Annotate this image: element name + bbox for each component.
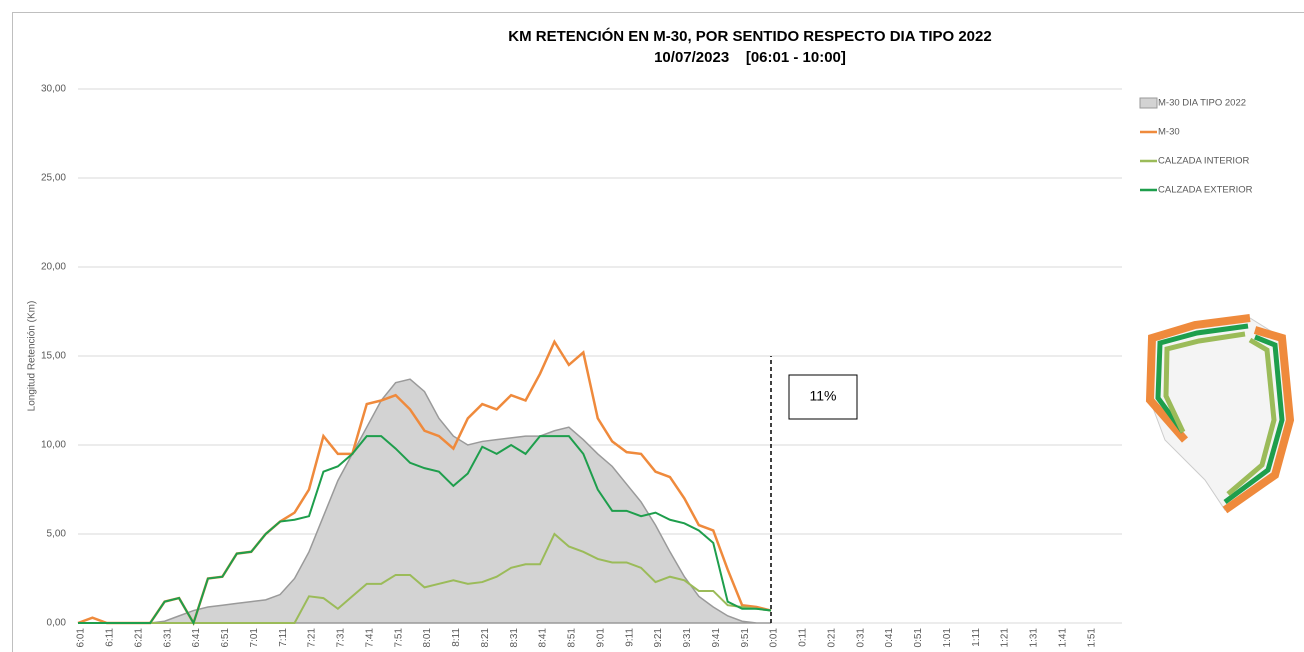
line — [78, 435, 772, 626]
x-tick-label: 1:41 — [1057, 628, 1068, 648]
x-tick-label: 0:01 — [769, 628, 780, 648]
x-tick-label: 9:51 — [740, 628, 751, 648]
x-tick-label: 6:31 — [162, 628, 173, 648]
x-tick-label: 7:11 — [278, 628, 289, 647]
x-tick-label: 6:11 — [105, 628, 116, 647]
legend-label: M-30 DIA TIPO 2022 — [1158, 98, 1246, 109]
annotation: 11% — [810, 388, 837, 404]
x-tick-label: 8:21 — [480, 628, 491, 648]
x-tick-label: 0:31 — [855, 628, 866, 648]
x-tick-label: 0:51 — [913, 628, 924, 648]
x-tick-label: 6:51 — [220, 628, 231, 648]
x-tick-label: 9:21 — [653, 628, 664, 648]
x-tick-label: 8:31 — [509, 628, 520, 648]
x-tick-label: 8:51 — [567, 628, 578, 648]
x-tick-label: 7:41 — [364, 628, 375, 648]
x-tick-label: 9:01 — [595, 628, 606, 648]
x-tick-label: 1:11 — [971, 628, 982, 647]
legend-label: M-30 — [1158, 127, 1180, 138]
chart-title: KM RETENCIÓN EN M-30, POR SENTIDO RESPEC… — [508, 27, 991, 45]
legend-label: CALZADA EXTERIOR — [1158, 185, 1253, 196]
y-tick-label: 30,00 — [41, 84, 66, 95]
x-tick-label: 8:41 — [538, 628, 549, 648]
x-tick-label: 9:41 — [711, 628, 722, 648]
legend-swatch — [1139, 97, 1158, 109]
x-tick-label: 7:21 — [307, 628, 318, 648]
x-tick-label: 1:01 — [942, 628, 953, 648]
y-tick-label: 10,00 — [41, 440, 66, 451]
x-tick-label: 7:01 — [249, 628, 260, 648]
y-axis-label: Longitud Retención (Km) — [27, 301, 38, 412]
y-tick-label: 25,00 — [41, 173, 66, 184]
x-tick-label: 7:51 — [393, 628, 404, 648]
y-tick-label: 5,00 — [47, 529, 67, 540]
y-tick-label: 20,00 — [41, 262, 66, 273]
x-tick-label: 9:11 — [624, 628, 635, 647]
annotation-box — [788, 374, 858, 420]
legend-label: CALZADA INTERIOR — [1158, 156, 1249, 167]
y-tick-label: 15,00 — [41, 351, 66, 362]
x-tick-label: 9:31 — [682, 628, 693, 648]
chart-subtitle: 10/07/2023 [06:01 - 10:00] — [654, 49, 846, 66]
map-icon — [1145, 314, 1295, 514]
x-tick-label: 0:21 — [826, 628, 837, 648]
y-tick-label: 0,00 — [47, 618, 67, 629]
x-tick-label: 8:11 — [451, 628, 462, 647]
x-tick-label: 8:01 — [422, 628, 433, 648]
area — [78, 378, 771, 624]
x-tick-label: 1:31 — [1029, 628, 1040, 648]
x-tick-label: 1:21 — [1000, 628, 1011, 648]
x-tick-label: 0:11 — [798, 628, 809, 647]
x-tick-label: 1:51 — [1086, 628, 1097, 648]
x-tick-label: 7:31 — [336, 628, 347, 648]
x-tick-label: 0:41 — [884, 628, 895, 648]
x-tick-label: 6:41 — [191, 628, 202, 648]
x-tick-label: 6:21 — [133, 628, 144, 648]
x-tick-label: 6:01 — [76, 628, 87, 648]
